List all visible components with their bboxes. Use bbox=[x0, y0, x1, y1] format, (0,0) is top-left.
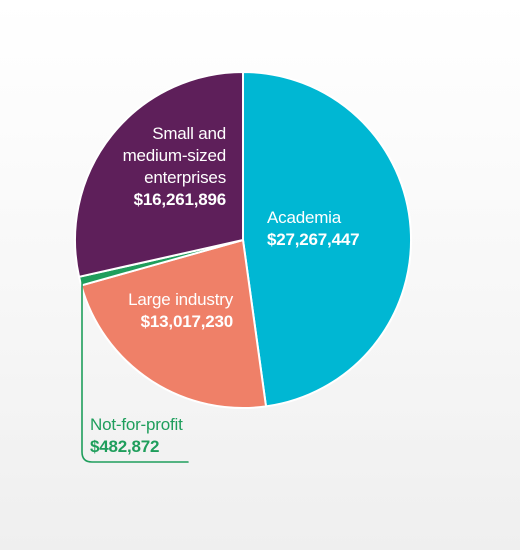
slice-label-academia: Academia bbox=[267, 208, 342, 227]
pie-slice-small-and-medium-sized-enterprises bbox=[74, 71, 244, 278]
slice-value-academia: $27,267,447 bbox=[267, 230, 359, 249]
leader-line-not-for-profit bbox=[81, 279, 189, 463]
slice-value-not-for-profit: $482,872 bbox=[90, 437, 159, 456]
slice-value-large-industry: $13,017,230 bbox=[141, 312, 233, 331]
leader-layer bbox=[81, 279, 189, 463]
slices-layer bbox=[74, 71, 412, 409]
slice-label-not-for-profit: Not-for-profit bbox=[90, 415, 183, 434]
slice-label-large-industry: Large industry bbox=[128, 290, 234, 309]
slice-value-small-and-medium-sized-enterprises: $16,261,896 bbox=[134, 190, 226, 209]
pie-slice-academia bbox=[242, 71, 412, 408]
pie-slice-large-industry bbox=[80, 239, 268, 409]
slice-label-small-and-medium-sized-enterprises: Small and medium-sized enterprises bbox=[123, 124, 226, 187]
labels-layer: Academia $27,267,447 Large industry $13,017… bbox=[90, 124, 360, 456]
